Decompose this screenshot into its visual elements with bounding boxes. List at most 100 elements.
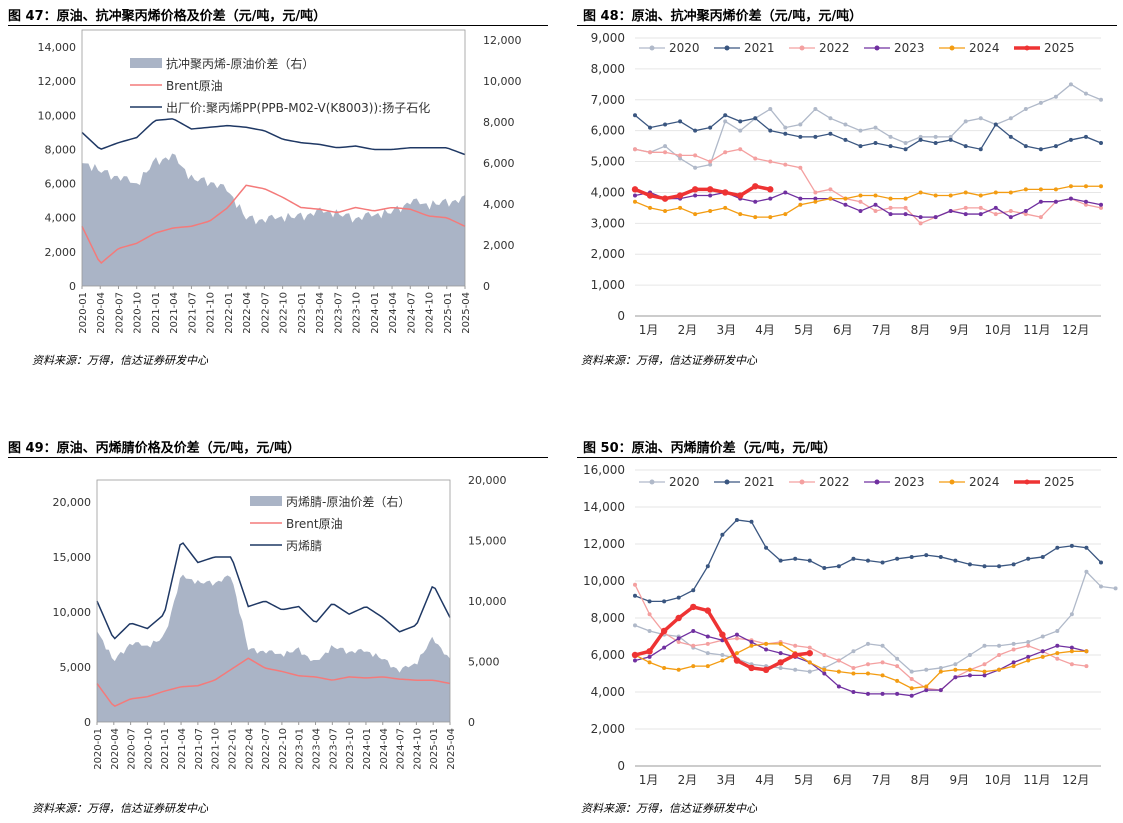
point-2024 — [1099, 184, 1103, 189]
point-2024 — [843, 196, 848, 201]
point-2025 — [631, 186, 639, 193]
point-2020 — [873, 125, 878, 130]
point-2023 — [1038, 199, 1043, 204]
point-2021 — [1068, 137, 1073, 142]
point-2023 — [1069, 645, 1074, 650]
x-tick-label: 8月 — [911, 323, 931, 337]
x-tick-label: 6月 — [833, 773, 853, 787]
point-2021 — [828, 131, 833, 136]
series-line-2020 — [634, 83, 1102, 169]
point-2025 — [704, 607, 712, 614]
series-line-2022 — [634, 584, 1087, 691]
source-note: 资料来源：万得，信达证券研发中心 — [32, 354, 208, 367]
x-tick-label: 2024-07 — [396, 728, 407, 770]
point-2024 — [768, 215, 773, 220]
point-2021 — [807, 558, 812, 563]
point-2025 — [719, 631, 726, 638]
point-2024 — [888, 196, 893, 201]
y-tick-label: 4,000 — [591, 685, 625, 699]
legend-marker — [949, 45, 955, 51]
point-2024 — [708, 208, 713, 213]
series-line-product — [81, 118, 466, 156]
point-2021 — [720, 532, 725, 537]
point-2020 — [938, 665, 943, 670]
point-2023 — [967, 673, 972, 678]
point-2023 — [836, 684, 841, 689]
point-2024 — [948, 193, 953, 198]
point-2021 — [768, 128, 773, 133]
point-2020 — [1084, 569, 1089, 574]
x-tick-label: 9月 — [949, 773, 969, 787]
chart-title: 图 48：原油、抗冲聚丙烯价差（元/吨，元/吨） — [583, 9, 863, 24]
point-2023 — [764, 647, 769, 652]
point-2022 — [708, 159, 713, 164]
point-2023 — [895, 691, 900, 696]
point-2023 — [662, 645, 667, 650]
point-2023 — [798, 196, 803, 201]
y-right-tick-label: 8,000 — [483, 116, 515, 129]
point-2020 — [1099, 584, 1103, 589]
y-tick-label: 9,000 — [591, 31, 625, 45]
point-2023 — [858, 208, 863, 213]
point-2023 — [866, 691, 870, 696]
point-2022 — [866, 662, 870, 667]
series-line-2024 — [634, 185, 1101, 218]
y-tick-label: 0 — [617, 759, 625, 773]
legend-label: 抗冲聚丙烯-原油价差（右） — [166, 56, 314, 71]
point-2024 — [963, 190, 968, 195]
point-2024 — [663, 208, 668, 213]
plot-frame — [96, 479, 451, 723]
point-2023 — [822, 671, 827, 676]
point-2025 — [762, 666, 770, 673]
point-2020 — [813, 107, 818, 112]
point-2022 — [997, 653, 1002, 657]
point-2024 — [1055, 651, 1060, 656]
point-2020 — [918, 134, 923, 139]
x-tick-label: 2022-10 — [279, 292, 290, 334]
point-2020 — [778, 665, 783, 670]
x-tick-label: 2022-07 — [260, 292, 271, 334]
y-left-tick-label: 2,000 — [45, 246, 77, 259]
point-2023 — [918, 215, 923, 220]
x-tick-label: 2023-01 — [297, 292, 308, 334]
point-2023 — [1055, 643, 1060, 648]
point-2020 — [953, 662, 958, 667]
x-tick-label: 2021-07 — [194, 728, 205, 770]
chart-title: 图 49：原油、丙烯腈价格及价差（元/吨，元/吨） — [8, 441, 301, 456]
point-2024 — [1040, 654, 1045, 659]
title-rule — [577, 457, 1117, 458]
point-2025 — [777, 659, 784, 666]
point-2024 — [778, 641, 783, 646]
x-tick-label: 2020-04 — [110, 728, 121, 770]
point-2020 — [708, 162, 713, 167]
point-2022 — [734, 636, 739, 641]
point-2021 — [1023, 144, 1028, 149]
x-tick-label: 12月 — [1062, 323, 1089, 337]
y-left-tick-label: 12,000 — [38, 75, 77, 88]
point-2020 — [693, 165, 698, 170]
x-tick-label: 2020-10 — [143, 728, 154, 770]
point-2020 — [924, 667, 929, 672]
point-2024 — [798, 202, 803, 207]
point-2020 — [997, 643, 1002, 648]
point-2023 — [647, 654, 652, 659]
point-2022 — [1084, 664, 1089, 669]
point-2021 — [1069, 543, 1074, 548]
point-2025 — [676, 192, 684, 199]
plot-frame — [81, 29, 466, 287]
legend-label: 2020 — [669, 475, 700, 489]
spread-area-series — [97, 574, 450, 722]
point-2023 — [933, 215, 938, 220]
point-2023 — [843, 202, 848, 207]
point-2020 — [858, 128, 863, 133]
source-note: 资料来源：万得，信达证券研发中心 — [581, 354, 757, 367]
chart-50-panel: 图 50：原油、丙烯腈价差（元/吨，元/吨） 0 2,000 4,000 6,000 8… — [563, 432, 1123, 823]
legend-marker — [874, 479, 880, 485]
point-2020 — [647, 628, 652, 633]
x-tick-label: 2020-04 — [96, 292, 107, 334]
y-left-tick-label: 10,000 — [53, 606, 92, 619]
x-tick-label: 2020-01 — [93, 728, 104, 770]
point-2022 — [963, 205, 968, 210]
x-tick-label: 2月 — [678, 773, 698, 787]
x-tick-label: 2021-01 — [160, 728, 171, 770]
